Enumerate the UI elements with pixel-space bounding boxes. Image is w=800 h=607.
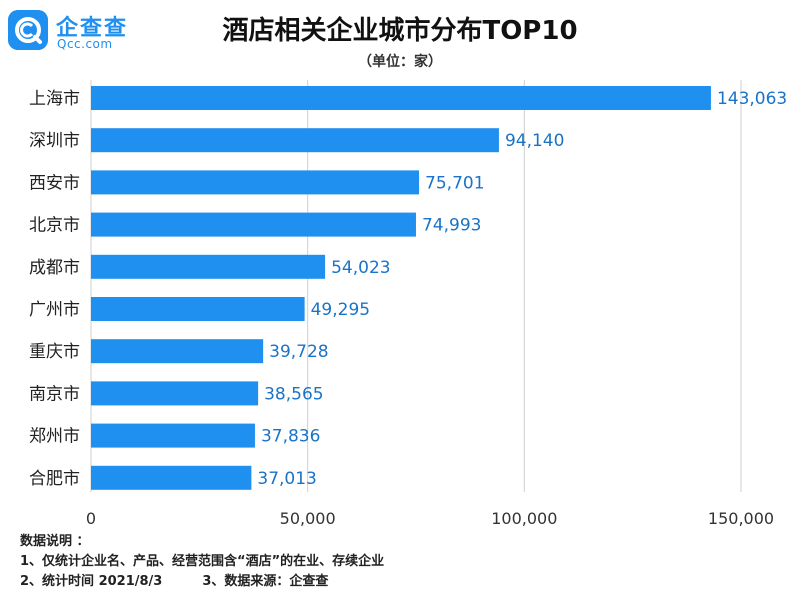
- bar: [91, 465, 252, 490]
- x-tick-label: 150,000: [708, 509, 774, 528]
- bar: [91, 128, 499, 153]
- value-label: 39,728: [269, 342, 328, 362]
- chart-subtitle: （单位：家）: [358, 54, 442, 70]
- category-label: 合肥市: [29, 469, 80, 489]
- category-label: 西安市: [29, 173, 80, 193]
- value-label: 75,701: [425, 173, 484, 193]
- value-label: 38,565: [264, 384, 323, 404]
- bar: [91, 212, 416, 237]
- x-tick-label: 0: [86, 509, 96, 528]
- notes-stat-time: 2、统计时间 2021/8/3: [20, 574, 163, 589]
- value-label: 143,063: [717, 89, 787, 109]
- x-axis: 0 50,000 100,000 150,000: [86, 509, 774, 528]
- bar-layer: [91, 86, 711, 490]
- category-label: 上海市: [29, 89, 80, 109]
- chart-title: 酒店相关企业城市分布TOP10: [222, 16, 578, 46]
- notes-heading: 数据说明 ：: [20, 534, 90, 549]
- category-label: 郑州市: [29, 427, 80, 447]
- bar: [91, 381, 259, 406]
- notes-line-1: 1、仅统计企业名、产品、经营范围含“酒店”的在业、存续企业: [20, 554, 385, 569]
- data-notes: 数据说明 ： 1、仅统计企业名、产品、经营范围含“酒店”的在业、存续企业 2、统…: [20, 532, 384, 592]
- value-label: 74,993: [422, 216, 481, 236]
- bar: [91, 297, 305, 321]
- category-label: 成都市: [29, 258, 80, 278]
- category-label: 广州市: [29, 300, 80, 320]
- notes-line-2: 2、统计时间 2021/8/3 3、数据来源：企查查: [20, 572, 384, 592]
- value-label: 49,295: [311, 300, 370, 320]
- bar: [91, 423, 255, 448]
- bar: [91, 170, 420, 195]
- category-label: 南京市: [29, 384, 80, 404]
- brand-logo: 企查查 Qcc.com: [8, 8, 158, 54]
- logo-name-cn: 企查查: [56, 16, 129, 41]
- logo-name-en: Qcc.com: [57, 37, 113, 51]
- label-layer: 上海市 143,063 深圳市 94,140 西安市 75,701 北京市 74,993 成都市…: [29, 89, 787, 489]
- x-tick-label: 100,000: [491, 509, 557, 528]
- value-label: 37,013: [257, 469, 316, 489]
- bar: [91, 254, 326, 279]
- notes-source: 3、数据来源：企查查: [202, 574, 329, 589]
- bar: [91, 339, 264, 364]
- x-tick-label: 50,000: [280, 509, 336, 528]
- value-label: 37,836: [261, 427, 320, 447]
- category-label: 深圳市: [29, 131, 80, 151]
- qcc-logo-icon: [8, 10, 48, 50]
- value-label: 94,140: [505, 131, 564, 151]
- bar: [91, 86, 711, 110]
- category-label: 北京市: [29, 216, 80, 236]
- value-label: 54,023: [331, 258, 390, 278]
- category-label: 重庆市: [29, 342, 80, 362]
